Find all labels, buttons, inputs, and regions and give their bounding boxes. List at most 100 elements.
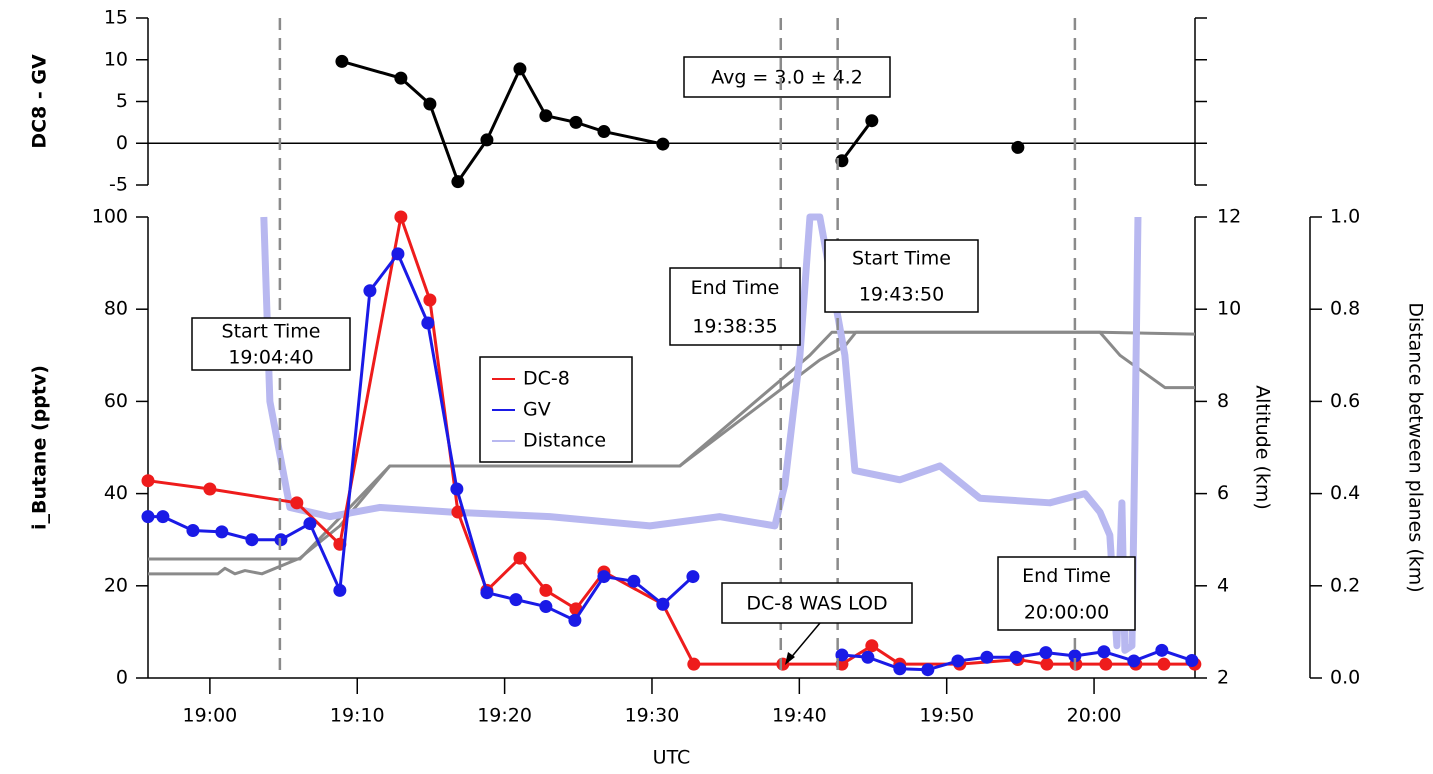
- y2-tick-label: 4: [1217, 574, 1229, 596]
- annotation-text: 20:00:00: [1024, 601, 1109, 623]
- y-tick-label: 15: [104, 7, 128, 29]
- marker: [1155, 643, 1169, 657]
- annotation-text: Start Time: [852, 248, 951, 270]
- y3-tick-label: 0.2: [1330, 574, 1360, 596]
- annotation-text: Avg = 3.0 ± 4.2: [711, 67, 863, 89]
- annotation-box: [824, 239, 979, 313]
- marker: [951, 654, 965, 668]
- y3-axis-label: Distance between planes (km): [1405, 302, 1427, 592]
- legend-label: Distance: [523, 430, 606, 452]
- marker: [656, 137, 670, 151]
- y2-tick-label: 2: [1217, 667, 1229, 689]
- marker: [391, 247, 405, 261]
- marker: [569, 115, 583, 129]
- marker: [627, 574, 641, 588]
- marker: [423, 97, 437, 111]
- marker: [451, 175, 465, 189]
- marker: [539, 109, 553, 123]
- y-tick-label: 0: [116, 667, 128, 689]
- marker: [1097, 645, 1111, 659]
- annotation-box: [721, 582, 913, 624]
- x-tick-label: 19:10: [330, 705, 385, 727]
- annotation-text: 19:43:50: [859, 284, 944, 306]
- annotation-text: 19:04:40: [228, 347, 313, 369]
- legend-label: DC-8: [523, 368, 570, 390]
- annotation-box: [669, 267, 801, 346]
- y-tick-label: 5: [116, 90, 128, 112]
- marker: [865, 114, 879, 128]
- marker: [1099, 657, 1113, 671]
- y-tick-label: 80: [104, 298, 128, 320]
- x-axis-label: UTC: [653, 747, 691, 769]
- x-tick-label: 19:20: [477, 705, 532, 727]
- marker: [568, 613, 582, 627]
- marker: [1011, 140, 1025, 154]
- y2-axis-label: Altitude (km): [1252, 385, 1274, 510]
- series-line: [840, 119, 874, 162]
- marker: [1068, 649, 1082, 663]
- annotation-box: [683, 56, 891, 98]
- series-line: [148, 330, 1195, 576]
- marker: [290, 496, 304, 510]
- marker: [656, 597, 670, 611]
- marker: [539, 583, 553, 597]
- x-tick-label: 19:50: [919, 705, 974, 727]
- annotation-text: Start Time: [222, 321, 321, 343]
- marker: [1185, 653, 1199, 667]
- legend-label: GV: [523, 399, 551, 421]
- marker: [1009, 650, 1023, 664]
- marker: [513, 551, 527, 565]
- marker: [597, 125, 611, 139]
- marker: [245, 533, 259, 547]
- annotation-text: 19:38:35: [692, 315, 777, 337]
- x-tick-label: 19:00: [183, 705, 238, 727]
- series-line: [341, 59, 664, 184]
- marker: [1040, 657, 1054, 671]
- y2-tick-label: 8: [1217, 390, 1229, 412]
- arrow-head: [785, 652, 795, 665]
- marker: [865, 639, 879, 653]
- y3-tick-label: 0.8: [1330, 298, 1360, 320]
- marker: [141, 510, 155, 524]
- y-tick-label: 40: [104, 482, 128, 504]
- x-tick-label: 19:40: [772, 705, 827, 727]
- marker: [423, 293, 437, 307]
- y2-tick-label: 6: [1217, 482, 1229, 504]
- marker: [513, 62, 527, 76]
- x-tick-label: 19:30: [625, 705, 680, 727]
- marker: [861, 650, 875, 664]
- y3-tick-label: 1.0: [1330, 206, 1360, 228]
- marker: [480, 586, 494, 600]
- y-axis-label: i_Butane (pptv): [29, 365, 51, 530]
- marker: [215, 525, 229, 539]
- y-tick-label: 0: [116, 132, 128, 154]
- marker: [394, 210, 408, 224]
- annotation-text: End Time: [1022, 565, 1111, 587]
- marker: [1039, 646, 1053, 660]
- marker: [303, 517, 317, 531]
- marker: [450, 482, 464, 496]
- marker: [687, 657, 701, 671]
- marker: [921, 663, 935, 677]
- marker: [509, 593, 523, 607]
- marker: [333, 583, 347, 597]
- marker: [1157, 657, 1171, 671]
- y3-tick-label: 0.0: [1330, 667, 1360, 689]
- annotation-arrow: [788, 622, 821, 661]
- y-tick-label: 60: [104, 390, 128, 412]
- marker: [394, 71, 408, 85]
- marker: [203, 482, 217, 496]
- marker: [335, 54, 349, 68]
- marker: [186, 523, 200, 537]
- y2-tick-label: 12: [1217, 206, 1241, 228]
- marker: [1127, 654, 1141, 668]
- marker: [980, 650, 994, 664]
- annotation-text: DC-8 WAS LOD: [746, 593, 887, 615]
- marker: [597, 570, 611, 584]
- y3-tick-label: 0.4: [1330, 482, 1360, 504]
- y-tick-label: 20: [104, 574, 128, 596]
- marker: [141, 474, 155, 488]
- annotation-text: End Time: [691, 277, 780, 299]
- marker: [686, 570, 700, 584]
